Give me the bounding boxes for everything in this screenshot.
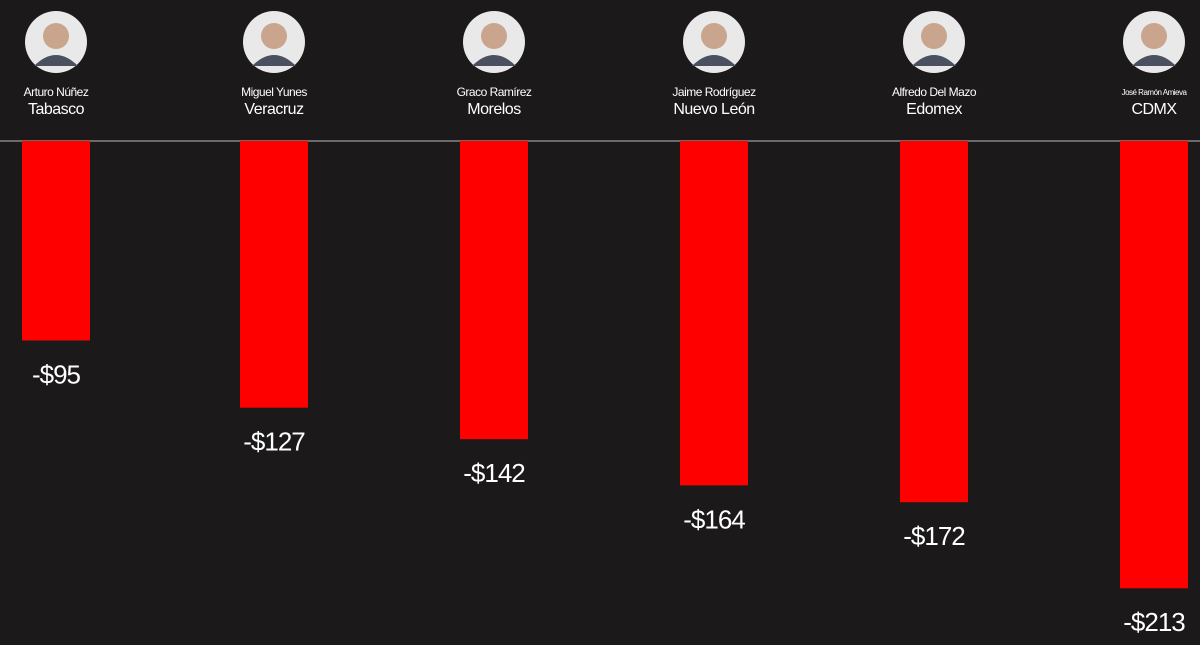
value-label: -$164 (683, 504, 745, 534)
avatar-body (912, 55, 956, 66)
bar (680, 141, 748, 486)
person-name: Alfredo Del Mazo (892, 85, 977, 99)
category-label: Tabasco (28, 101, 85, 118)
bar (240, 141, 308, 408)
avatar-body (252, 55, 296, 66)
category-label: Veracruz (244, 101, 304, 118)
category-label: Edomex (906, 101, 962, 118)
avatar-head (921, 23, 947, 49)
value-label: -$142 (463, 458, 525, 488)
bar (900, 141, 968, 503)
avatar-body (692, 55, 736, 66)
avatar-body (1132, 55, 1176, 66)
avatar-head (481, 23, 507, 49)
value-label: -$95 (32, 359, 81, 389)
avatar-body (472, 55, 516, 66)
avatar-head (261, 23, 287, 49)
bar (1120, 141, 1188, 589)
category-label: CDMX (1131, 101, 1177, 118)
avatar-body (34, 55, 78, 66)
person-name: Graco Ramírez (457, 85, 532, 99)
avatar-head (43, 23, 69, 49)
person-name: Arturo Núñez (24, 85, 89, 99)
category-label: Morelos (467, 101, 521, 118)
avatar-head (1141, 23, 1167, 49)
value-label: -$213 (1123, 607, 1185, 637)
bar (22, 141, 90, 341)
category-label: Nuevo León (673, 101, 754, 118)
value-label: -$127 (243, 427, 305, 457)
person-name: Jaime Rodríguez (672, 85, 756, 99)
value-label: -$172 (903, 521, 965, 551)
person-name: Miguel Yunes (241, 85, 307, 99)
bar (460, 141, 528, 440)
person-name: José Ramón Amieva (1122, 88, 1188, 97)
avatar-head (701, 23, 727, 49)
